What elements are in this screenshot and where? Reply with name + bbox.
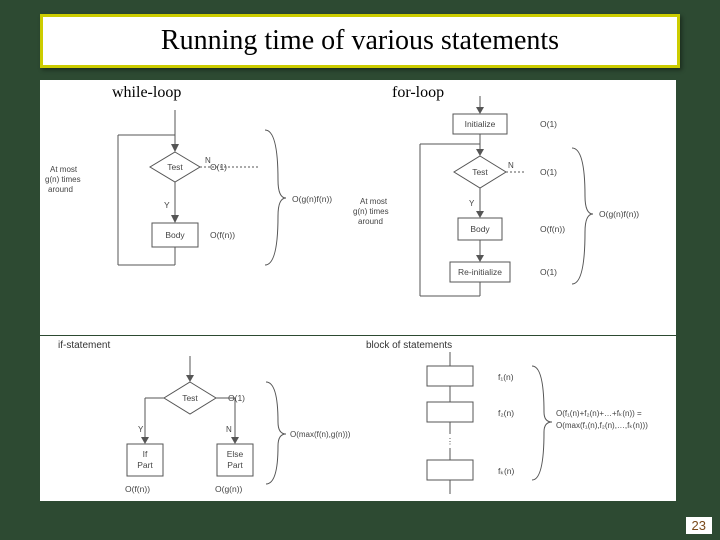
svg-text:O(g(n)f(n)): O(g(n)f(n))	[292, 194, 332, 204]
svg-text:Body: Body	[165, 230, 185, 240]
svg-text:Y: Y	[469, 199, 475, 208]
page-number: 23	[686, 517, 712, 534]
svg-text:O(max(f₁(n),f₂(n),…,fₖ(n))): O(max(f₁(n),f₂(n),…,fₖ(n)))	[556, 421, 648, 430]
svg-text:N: N	[226, 425, 232, 434]
svg-text:O(g(n)): O(g(n))	[215, 484, 243, 494]
svg-text:Part: Part	[137, 460, 153, 470]
svg-text:around: around	[358, 217, 383, 226]
svg-text:N: N	[205, 156, 211, 165]
svg-text:O(max(f(n),g(n))): O(max(f(n),g(n)))	[290, 430, 351, 439]
for-loop-diagram: Initialize O(1) Test O(1) Y Body O(f(n))…	[350, 86, 670, 326]
svg-text:O(f(n)): O(f(n))	[210, 230, 235, 240]
svg-text:Body: Body	[470, 224, 490, 234]
if-statement-diagram: Test O(1) Y If Part O(f(n)) N Else Part …	[40, 344, 360, 504]
panel-loops: while-loop for-loop Test O(1) Y Body O(f…	[40, 80, 676, 335]
svg-text:O(g(n)f(n)): O(g(n)f(n))	[599, 209, 639, 219]
svg-text:At most: At most	[50, 165, 78, 174]
svg-text:At most: At most	[360, 197, 388, 206]
svg-text:fₖ(n): fₖ(n)	[498, 466, 515, 476]
svg-text:O(1): O(1)	[540, 267, 557, 277]
svg-text:f₁(n): f₁(n)	[498, 372, 514, 382]
while-loop-diagram: Test O(1) Y Body O(f(n)) N At most g(n) …	[40, 90, 350, 320]
svg-text:around: around	[48, 185, 73, 194]
block-statements-diagram: f₁(n) f₂(n) ⋮ fₖ(n) O(f₁(n)+f₂(n)+…+fₖ(n…	[360, 344, 680, 504]
svg-text:Y: Y	[164, 200, 170, 210]
svg-text:O(f₁(n)+f₂(n)+…+fₖ(n)) =: O(f₁(n)+f₂(n)+…+fₖ(n)) =	[556, 409, 642, 418]
svg-text:Y: Y	[138, 425, 144, 434]
panel-if-block: if-statement block of statements Test O(…	[40, 336, 676, 501]
svg-text:g(n) times: g(n) times	[353, 207, 389, 216]
svg-text:Test: Test	[182, 393, 198, 403]
svg-text:⋮: ⋮	[446, 436, 455, 446]
svg-text:O(1): O(1)	[540, 119, 557, 129]
svg-text:Part: Part	[227, 460, 243, 470]
svg-text:Else: Else	[227, 449, 244, 459]
svg-text:If: If	[143, 449, 148, 459]
svg-text:N: N	[508, 161, 514, 170]
svg-text:Test: Test	[472, 167, 488, 177]
svg-text:g(n) times: g(n) times	[45, 175, 81, 184]
svg-text:O(1): O(1)	[540, 167, 557, 177]
svg-text:Re-initialize: Re-initialize	[458, 267, 502, 277]
svg-text:O(f(n)): O(f(n))	[125, 484, 150, 494]
svg-text:f₂(n): f₂(n)	[498, 408, 514, 418]
svg-text:O(f(n)): O(f(n))	[540, 224, 565, 234]
svg-text:Initialize: Initialize	[465, 119, 496, 129]
slide-title: Running time of various statements	[40, 14, 680, 68]
svg-text:Test: Test	[167, 162, 183, 172]
